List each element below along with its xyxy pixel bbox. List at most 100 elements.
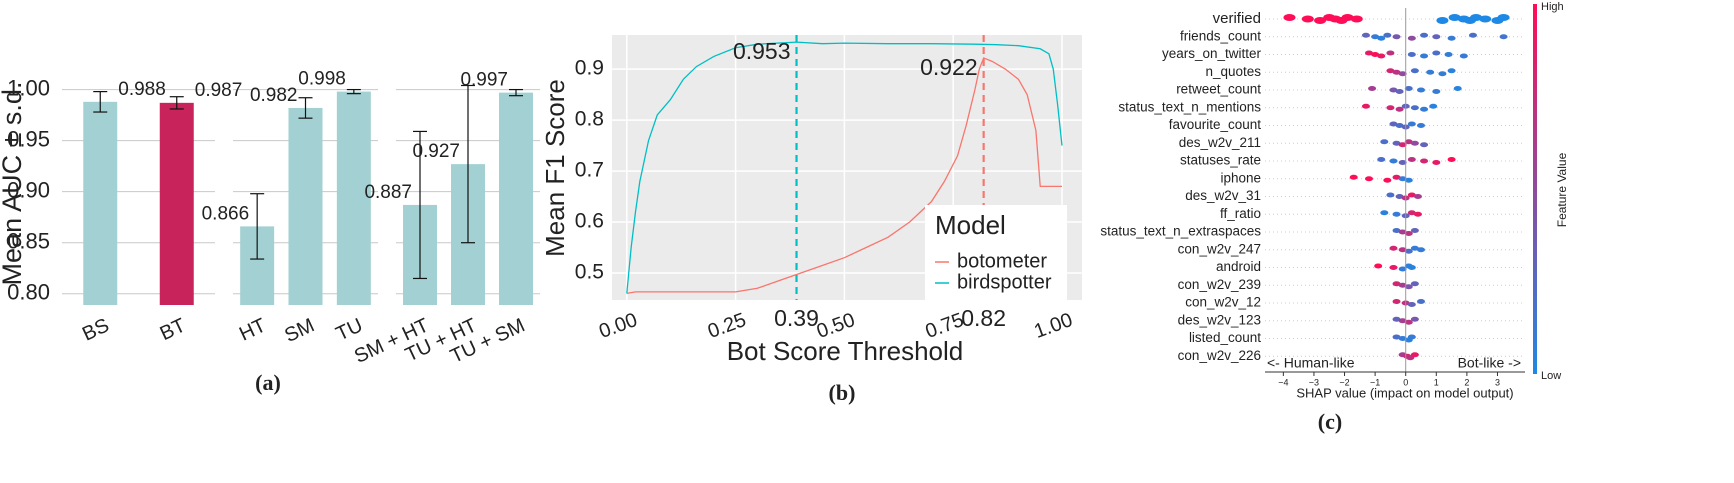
shap-point xyxy=(1417,123,1425,128)
error-bar xyxy=(346,88,361,95)
y-tick-label: 0.5 xyxy=(575,261,604,284)
shap-point xyxy=(1374,263,1383,269)
shap-point xyxy=(1410,352,1419,358)
shap-point xyxy=(1417,87,1425,93)
shap-point xyxy=(1392,174,1401,180)
shap-point xyxy=(1413,211,1422,217)
shap-point xyxy=(1404,86,1413,91)
x-tick-label: −4 xyxy=(1278,377,1288,387)
shap-point xyxy=(1389,121,1398,127)
shap-point xyxy=(1432,34,1441,40)
shap-point xyxy=(1404,177,1413,183)
shap-point xyxy=(1410,68,1419,74)
shap-point xyxy=(1404,248,1413,254)
shap-point xyxy=(1404,139,1413,145)
shap-point xyxy=(1447,68,1456,74)
error-bar xyxy=(413,130,427,280)
bar xyxy=(159,102,194,306)
shap-point xyxy=(1469,32,1477,38)
y-axis-label: Mean F1 Score xyxy=(540,79,570,257)
shap-point xyxy=(1361,103,1370,109)
shap-point xyxy=(1420,53,1429,59)
x-axis-label: Bot Score Threshold xyxy=(727,336,964,366)
feature-label: des_w2v_123 xyxy=(1178,312,1261,327)
feature-label: years_on_twitter xyxy=(1162,46,1262,61)
shap-point xyxy=(1392,299,1401,304)
shap-point xyxy=(1429,103,1438,109)
shap-point xyxy=(1410,316,1419,322)
shap-point xyxy=(1392,34,1401,40)
shap-point xyxy=(1410,281,1419,287)
shap-point xyxy=(1407,157,1416,162)
shap-point xyxy=(1420,142,1429,148)
bar xyxy=(288,107,323,306)
value-label: 0.887 xyxy=(364,182,412,203)
shap-point xyxy=(1386,50,1395,56)
value-label: 0.987 xyxy=(195,80,243,101)
shap-point xyxy=(1398,266,1407,272)
shap-point xyxy=(1368,86,1377,91)
shap-point xyxy=(1404,284,1413,290)
shap-point xyxy=(1407,265,1416,270)
error-bar xyxy=(509,88,523,97)
feature-label: verified xyxy=(1213,10,1261,27)
shap-point xyxy=(1432,160,1441,165)
shap-point xyxy=(1432,50,1441,56)
y-tick-label: 0.9 xyxy=(575,57,604,80)
shap-point xyxy=(1365,50,1373,56)
shap-point xyxy=(1395,106,1404,112)
shap-point xyxy=(1444,52,1453,57)
shap-point xyxy=(1301,15,1314,23)
feature-label: statuses_rate xyxy=(1180,153,1261,168)
shap-point xyxy=(1349,174,1358,180)
x-tick-label: 1 xyxy=(1434,377,1439,387)
feature-label: status_text_n_extraspaces xyxy=(1100,224,1261,239)
shap-point xyxy=(1383,177,1392,183)
x-tick-label: HT xyxy=(236,314,269,345)
y-tick-label: 0.8 xyxy=(575,108,604,131)
shap-point xyxy=(1314,17,1327,24)
error-bar xyxy=(93,91,108,113)
legend-title: Model xyxy=(935,210,1006,240)
shap-point xyxy=(1361,32,1370,38)
shap-point xyxy=(1420,106,1429,112)
colorbar-low: Low xyxy=(1541,370,1561,382)
feature-label: favourite_count xyxy=(1169,117,1262,132)
shap-point xyxy=(1392,140,1401,146)
legend-label: botometer xyxy=(957,250,1047,272)
x-tick-label: 0.00 xyxy=(596,309,640,343)
x-tick-label: BS xyxy=(79,314,112,345)
shap-point xyxy=(1392,316,1401,322)
feature-label: n_quotes xyxy=(1205,64,1261,79)
x-tick-label: −1 xyxy=(1370,377,1380,387)
shap-point xyxy=(1407,210,1416,216)
shap-point xyxy=(1470,14,1483,21)
shap-point xyxy=(1417,299,1425,304)
legend-label: birdspotter xyxy=(957,271,1052,293)
peak-label: 0.953 xyxy=(733,38,791,64)
shap-point xyxy=(1392,281,1401,287)
shap-point xyxy=(1389,158,1398,164)
value-label: 0.988 xyxy=(118,79,166,100)
shap-point xyxy=(1377,53,1386,59)
value-label: 0.927 xyxy=(412,141,460,162)
shap-point xyxy=(1383,32,1392,38)
y-tick-label: 0.7 xyxy=(575,159,604,182)
shap-point xyxy=(1407,334,1416,340)
feature-label: ff_ratio xyxy=(1220,206,1261,221)
shap-point xyxy=(1398,318,1407,324)
line xyxy=(626,57,1062,295)
shap-point xyxy=(1371,52,1380,57)
feature-label: con_w2v_247 xyxy=(1178,241,1261,256)
x-tick-label: 1.00 xyxy=(1031,309,1075,343)
shap-point xyxy=(1395,123,1404,128)
value-label: 0.998 xyxy=(298,69,346,90)
shap-point xyxy=(1398,160,1407,165)
x-tick-label: 2 xyxy=(1464,377,1469,387)
shap-point xyxy=(1448,14,1461,21)
shap-point xyxy=(1371,34,1380,40)
shap-point xyxy=(1398,336,1407,341)
shap-point xyxy=(1499,34,1508,40)
feature-label: des_w2v_211 xyxy=(1179,135,1261,150)
error-bar xyxy=(298,97,313,119)
